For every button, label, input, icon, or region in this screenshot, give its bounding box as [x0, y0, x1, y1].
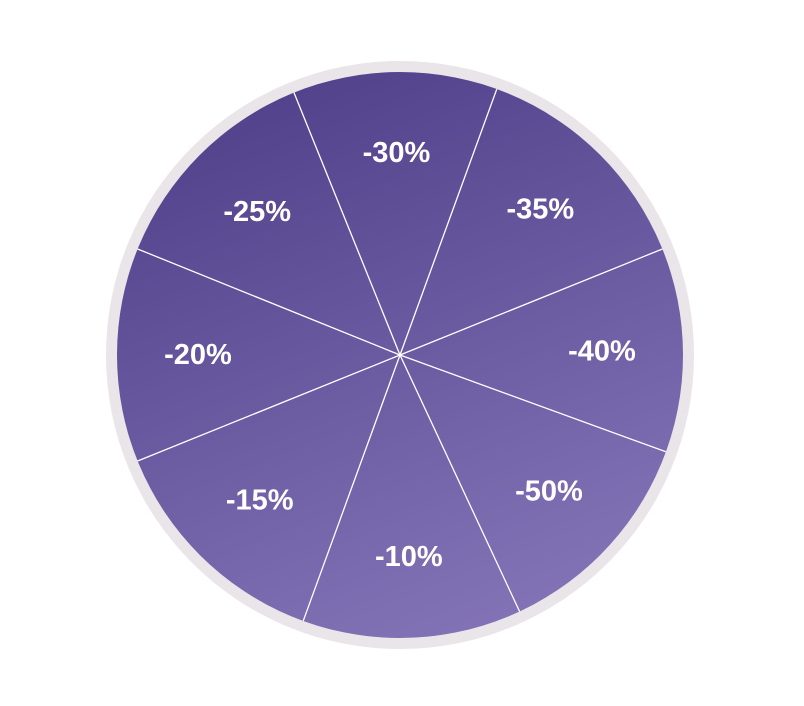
- segment-divider: [137, 354, 401, 462]
- segment-divider: [399, 354, 521, 612]
- segment-divider: [399, 248, 663, 356]
- segment-divider: [399, 88, 498, 356]
- segment-divider: [137, 248, 401, 356]
- segment-divider: [293, 92, 401, 356]
- segment-label: -10%: [375, 541, 443, 573]
- wheel-dividers: [137, 88, 667, 622]
- segment-label: -15%: [226, 484, 294, 516]
- segment-divider: [302, 354, 401, 622]
- segment-divider: [399, 354, 667, 453]
- segment-label: -25%: [223, 196, 291, 228]
- segment-label: -40%: [568, 335, 636, 367]
- segment-label: -30%: [363, 137, 431, 169]
- wheel-labels: -30% -35% -40% -50% -10% -15% -20% -25%: [164, 137, 636, 573]
- segment-label: -50%: [515, 475, 583, 507]
- segment-label: -35%: [506, 194, 574, 226]
- segment-label: -20%: [164, 339, 232, 371]
